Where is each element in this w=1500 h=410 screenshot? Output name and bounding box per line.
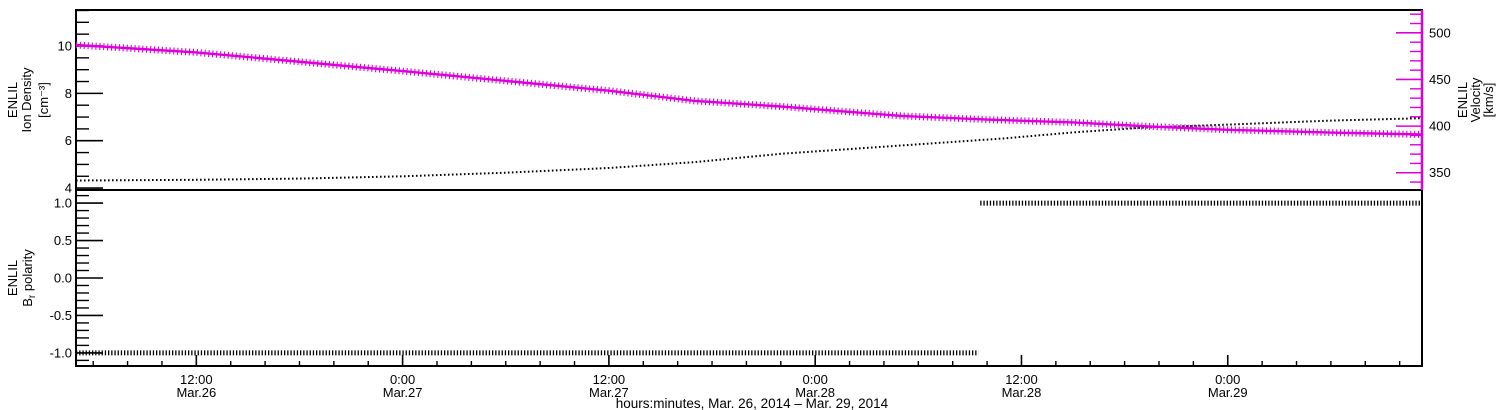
time-tick-label-hours: 0:00 [390, 372, 415, 387]
polarity-panel [75, 189, 1423, 367]
time-tick-label-date: Mar.26 [176, 385, 216, 400]
polarity-symbol-subscript: r [27, 294, 38, 298]
density-axis-units: [cm⁻³] [36, 82, 51, 118]
time-tick-label-hours: 0:00 [803, 372, 828, 387]
time-tick-label-date: Mar.28 [795, 385, 835, 400]
time-tick-label-hours: 12:00 [593, 372, 626, 387]
density-axis-title-line2: Ion Density [19, 67, 34, 133]
xaxis-title: hours:minutes, Mar. 26, 2014 – Mar. 29, … [616, 396, 889, 410]
density-axis-title-line1: ENLIL [5, 82, 20, 118]
velocity-axis-units: [km/s] [1481, 83, 1496, 118]
velocity-axis-title-line2: Velocity [1468, 77, 1483, 122]
velocity-curve-markers [75, 41, 1423, 138]
polarity-axis-title-line2: Br polarity [20, 249, 38, 307]
ion-density-curve [75, 117, 1423, 182]
velocity-axis-tick-label: 350 [1429, 165, 1451, 180]
velocity-axis-tick-label: 400 [1429, 119, 1451, 134]
time-tick-label-date: Mar.27 [383, 385, 423, 400]
density-axis-tick-label: 6 [65, 133, 72, 148]
polarity-axis-tick-label: 1.0 [54, 196, 72, 211]
polarity-symbol: B [20, 298, 35, 307]
velocity-curve [75, 43, 1423, 136]
time-tick-label-date: Mar.28 [1002, 385, 1042, 400]
density-axis-tick-label: 10 [58, 39, 72, 54]
polarity-axis-tick-label: -0.5 [50, 308, 72, 323]
polarity-axis-tick-label: 0.0 [54, 271, 72, 286]
density-axis-tick-label: 4 [65, 181, 72, 196]
polarity-label-text: polarity [20, 249, 35, 295]
polarity-axis-tick-label: 0.5 [54, 233, 72, 248]
velocity-axis-tick-label: 500 [1429, 25, 1451, 40]
density-velocity-panel [75, 9, 1423, 191]
velocity-axis-tick-label: 450 [1429, 72, 1451, 87]
time-tick-label-hours: 0:00 [1215, 372, 1240, 387]
time-tick-label-date: Mar.27 [589, 385, 629, 400]
density-axis-tick-label: 8 [65, 86, 72, 101]
time-tick-label-hours: 12:00 [1005, 372, 1038, 387]
polarity-axis-tick-label: -1.0 [50, 345, 72, 360]
time-tick-label-date: Mar.29 [1208, 385, 1248, 400]
plot-dynamic-layer: 46810350400450500-1.0-0.50.00.51.012:00M… [50, 9, 1451, 400]
velocity-axis-title-line1: ENLIL [1455, 82, 1470, 118]
polarity-axis-title-line1: ENLIL [5, 260, 20, 296]
time-tick-label-hours: 12:00 [180, 372, 213, 387]
